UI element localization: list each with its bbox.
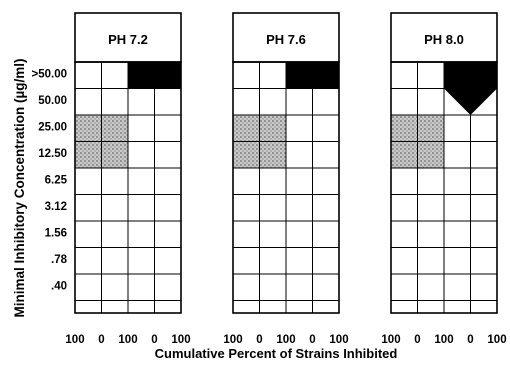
x-axis-label: Cumulative Percent of Strains Inhibited [155,346,398,361]
panel: PH 8.0 100 0 100 0 100 [381,12,507,346]
x-tick-label: 100 [276,334,295,346]
x-tick-label: 100 [329,334,348,346]
y-tick-label: .40 [51,281,67,293]
panel: PH 7.6 100 0 100 0 100 [223,12,349,346]
x-tick-label: 0 [256,334,262,346]
panel-title: PH 8.0 [424,32,464,47]
x-tick-label: 0 [414,334,420,346]
x-tick-label: 0 [98,334,104,346]
x-tick-label: 100 [434,334,453,346]
y-tick-label: 25.00 [38,122,67,134]
y-tick-label: .78 [51,254,68,266]
x-tick-label: 100 [381,334,400,346]
y-axis-label: Minimal Inhibitory Concentration (µg/ml) [12,58,27,317]
x-tick-label: 100 [223,334,242,346]
panel-title: PH 7.2 [108,32,148,47]
y-tick-label: >50.00 [32,69,68,81]
x-tick-label: 100 [487,334,506,346]
y-tick-label: 3.12 [45,201,67,213]
y-tick-label: 50.00 [38,95,67,107]
x-tick-label: 100 [118,334,137,346]
x-tick-label: 0 [467,334,473,346]
x-tick-label: 0 [151,334,157,346]
panel: PH 7.2 100 0 100 0 100 [65,12,191,346]
y-tick-label: 1.56 [45,228,67,240]
x-tick-label: 100 [171,334,190,346]
x-tick-label: 0 [309,334,315,346]
x-tick-label: 100 [65,334,84,346]
y-tick-label: 6.25 [45,175,68,187]
y-tick-label: 12.50 [38,148,67,160]
panel-title: PH 7.6 [266,32,306,47]
